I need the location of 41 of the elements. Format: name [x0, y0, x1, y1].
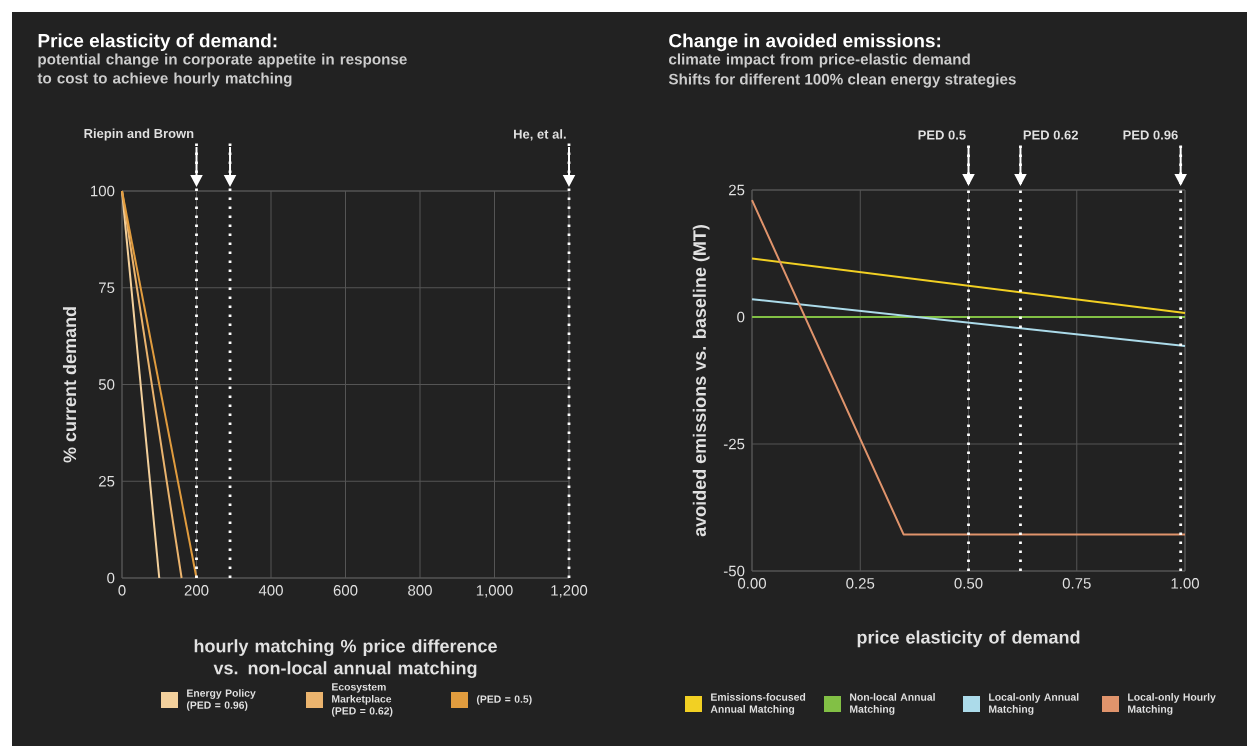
y-tick-label: -25 — [723, 438, 745, 450]
ref-line-label: PED 0.5 — [918, 130, 966, 140]
y-tick-label: -50 — [723, 565, 745, 577]
y-tick-label: 25 — [99, 475, 115, 487]
legend-label: Emissions-focused Annual Matching — [710, 693, 806, 715]
legend-label: Ecosystem Marketplace (PED = 0.62) — [331, 683, 393, 717]
legend-label: Non-local Annual Matching — [850, 693, 935, 715]
ref-line-label: PED 0.96 — [1123, 130, 1178, 140]
x-tick-label: 400 — [258, 585, 283, 596]
y-tick-label: 100 — [91, 185, 115, 197]
x-tick-label: 1,000 — [476, 585, 513, 598]
y-tick-label: 0 — [737, 311, 745, 323]
x-tick-label: 0.00 — [738, 578, 767, 589]
y-tick-label: 50 — [98, 379, 115, 390]
chart-title: Change in avoided emissions: — [669, 33, 941, 52]
x-tick-label: 200 — [184, 585, 209, 596]
x-tick-label: 0.50 — [954, 578, 983, 589]
x-axis-title: hourly matching % price difference vs. non-local annual matching — [194, 639, 497, 679]
x-tick-label: 0 — [118, 585, 126, 596]
x-tick-label: 600 — [333, 585, 358, 596]
legend-label: Local-only Hourly Matching — [1128, 693, 1216, 715]
x-tick-label: 0.75 — [1062, 578, 1091, 589]
legend-label: Local-only Annual Matching — [989, 693, 1079, 715]
ref-line-label: PED 0.62 — [1023, 130, 1078, 140]
legend-label: Energy Policy (PED = 0.96) — [186, 689, 256, 711]
y-axis-title: % current demand — [62, 307, 77, 463]
x-tick-label: 1.00 — [1171, 578, 1200, 589]
ref-line-label: He, et al. — [514, 129, 566, 141]
x-tick-label: 800 — [408, 585, 432, 596]
chart-subtitle: climate impact from price-elastic demand — [669, 53, 970, 68]
y-axis-title: avoided emissions vs. baseline (MT) — [692, 225, 710, 537]
legend-label: (PED = 0.5) — [476, 695, 532, 705]
text: Shifts for different 100% clean energy strategies — [668, 73, 1016, 88]
x-tick-label: 0.25 — [846, 578, 875, 589]
y-tick-label: 75 — [99, 282, 115, 293]
chart-title: Price elasticity of demand: — [38, 33, 277, 52]
ref-line-label: Riepin and Brown — [84, 128, 194, 141]
x-tick-label: 1,200 — [551, 585, 588, 598]
x-axis-title: price elasticity of demand — [857, 630, 1080, 648]
chart-subtitle: potential change in corporate appetite in response to cost to achieve hourly matching — [37, 53, 407, 87]
y-tick-label: 25 — [729, 184, 745, 196]
